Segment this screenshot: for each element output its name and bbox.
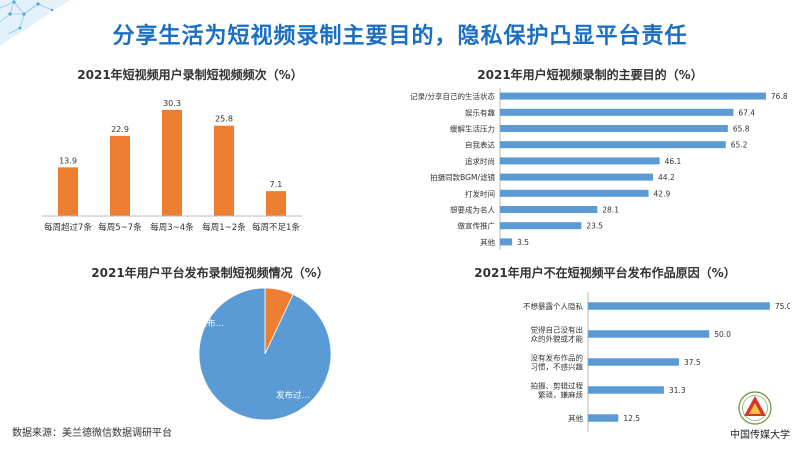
university-seal-logo <box>738 391 772 425</box>
reasons-bar-chart: 75.0 不想暴露个人隐私 50.0 觉得自己没有出众的外貌或才能 37.5 没有发布作品… <box>523 292 790 432</box>
reasons-bar <box>588 330 710 338</box>
frequency-category-label: 每周5~7条 <box>98 222 142 233</box>
corner-decoration <box>0 0 70 46</box>
frequency-bar-chart: 13.9 每周超过7条 22.9 每周5~7条 30.3 每周3~4条 25.8 每周1~2条… <box>42 99 302 233</box>
reasons-value-label: 37.5 <box>684 358 701 367</box>
pie-slice-label: 未发布… <box>190 318 224 329</box>
purpose-bar <box>500 141 726 149</box>
reasons-value-label: 50.0 <box>714 330 731 339</box>
frequency-value-label: 22.9 <box>111 125 129 134</box>
data-source: 数据来源：美兰德微信数据调研平台 <box>12 428 172 439</box>
frequency-bar <box>110 135 130 216</box>
purpose-value-label: 3.5 <box>517 238 529 247</box>
purpose-value-label: 67.4 <box>738 108 755 117</box>
publish-pie-chart: 未发布… 发布过… <box>190 287 332 421</box>
frequency-value-label: 13.9 <box>59 156 77 165</box>
purpose-bar <box>500 222 582 230</box>
reasons-value-label: 31.3 <box>669 386 686 395</box>
frequency-category-label: 每周超过7条 <box>44 222 92 233</box>
purpose-value-label: 44.2 <box>658 173 675 182</box>
purpose-value-label: 76.8 <box>771 92 788 101</box>
purpose-bar <box>500 206 598 213</box>
page-title: 分享生活为短视频录制主要目的，隐私保护凸显平台责任 <box>112 24 688 49</box>
purpose-category-label: 其他 <box>480 237 495 247</box>
purpose-category-label: 记录/分享自己的生活状态 <box>410 91 496 101</box>
reasons-bar <box>588 358 679 366</box>
frequency-bar <box>266 191 286 216</box>
purpose-bar <box>500 173 654 181</box>
purpose-category-label: 做宣传推广 <box>458 221 496 231</box>
university-name: 中国传媒大学 <box>730 430 790 441</box>
frequency-value-label: 25.8 <box>215 115 233 124</box>
reasons-bar <box>588 302 770 310</box>
purpose-category-label: 娱乐有趣 <box>465 107 495 117</box>
reasons-category-label: 不想暴露个人隐私 <box>523 301 583 311</box>
reasons-category-label: 觉得自己没有出众的外貌或才能 <box>531 325 584 344</box>
chart-title-frequency: 2021年短视频用户录制短视频频次（%） <box>77 68 303 82</box>
chart-title-publish: 2021年用户平台发布录制短视频情况（%） <box>91 266 329 280</box>
reasons-value-label: 12.5 <box>623 414 640 423</box>
purpose-value-label: 46.1 <box>665 157 682 166</box>
purpose-bar <box>500 157 660 165</box>
purpose-category-label: 追求时尚 <box>465 156 495 166</box>
frequency-bar <box>162 109 182 216</box>
reasons-bar <box>588 386 664 394</box>
reasons-category-label: 拍摄、剪辑过程繁琐，嫌麻烦 <box>531 381 584 400</box>
chart-title-purpose: 2021年用户短视频录制的主要目的（%） <box>477 68 703 82</box>
frequency-category-label: 每周不足1条 <box>252 222 300 233</box>
pie-slice <box>198 287 332 421</box>
purpose-bar-chart: 76.8 记录/分享自己的生活状态 67.4 娱乐有趣 65.8 缓解生活压力 65.2 自我… <box>410 88 788 250</box>
purpose-value-label: 42.9 <box>654 189 671 198</box>
purpose-bar <box>500 189 649 197</box>
reasons-value-label: 75.0 <box>775 302 790 311</box>
purpose-category-label: 自我表达 <box>465 140 495 150</box>
frequency-category-label: 每周3~4条 <box>150 222 194 233</box>
purpose-bar <box>500 125 728 132</box>
purpose-bar <box>500 108 734 116</box>
purpose-value-label: 28.1 <box>602 206 619 215</box>
purpose-category-label: 想要成为名人 <box>450 205 495 215</box>
frequency-bar <box>214 125 234 216</box>
frequency-value-label: 7.1 <box>270 180 283 189</box>
frequency-value-label: 30.3 <box>163 99 181 108</box>
purpose-value-label: 65.2 <box>731 141 748 150</box>
pie-slice-label: 发布过… <box>276 390 310 401</box>
purpose-category-label: 缓解生活压力 <box>450 124 495 134</box>
reasons-bar <box>588 414 619 422</box>
frequency-category-label: 每周1~2条 <box>202 222 246 233</box>
reasons-category-label: 其他 <box>568 413 583 423</box>
frequency-bar <box>58 167 78 216</box>
purpose-category-label: 拍摄同款BGM/滤镜 <box>430 172 495 182</box>
purpose-bar <box>500 92 766 100</box>
reasons-category-label: 没有发布作品的习惯，不感兴趣 <box>531 353 584 372</box>
chart-title-reasons: 2021年用户不在短视频平台发布作品原因（%） <box>474 266 736 280</box>
purpose-bar <box>500 238 513 246</box>
purpose-category-label: 打发时间 <box>465 188 495 198</box>
purpose-value-label: 65.8 <box>733 125 750 134</box>
purpose-value-label: 23.5 <box>586 222 603 231</box>
